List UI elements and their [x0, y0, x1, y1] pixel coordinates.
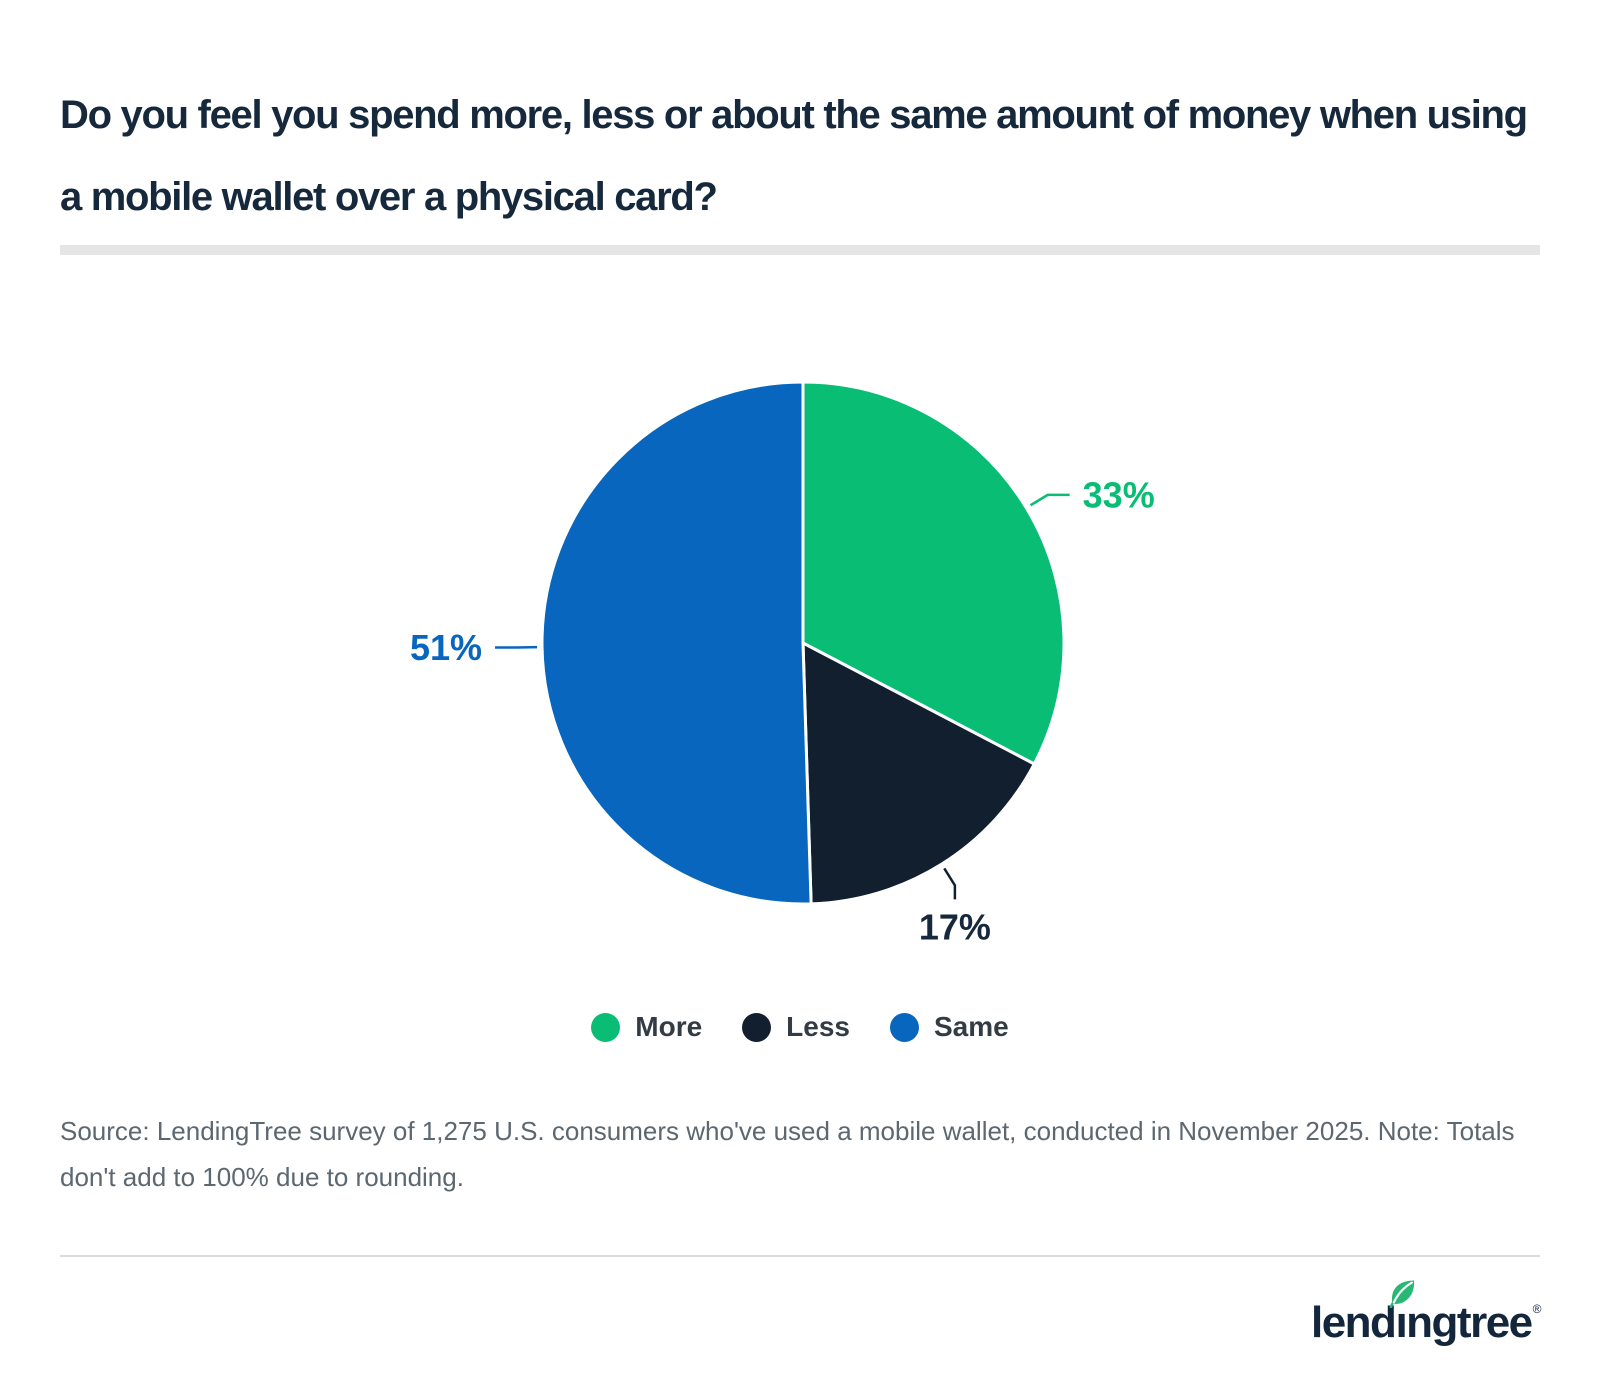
label-connector-less	[943, 867, 957, 900]
legend-marker-same	[890, 1012, 919, 1042]
slice-value-label-less: 17%	[919, 906, 991, 947]
pie-slice-less[interactable]	[801, 641, 1036, 906]
registered-trademark-symbol: ®	[1532, 1302, 1542, 1316]
label-connector-more	[1029, 493, 1070, 507]
chart-question-title: Do you feel you spend more, less or abou…	[60, 74, 1546, 238]
legend-item-same[interactable]: Same	[890, 1011, 1009, 1043]
lendingtree-logo: lendı ngtree®	[1311, 1280, 1542, 1355]
title-divider-bar	[60, 245, 1540, 255]
pie-chart: 33% 17% 51%	[410, 380, 1155, 947]
slice-value-label-more: 33%	[1083, 474, 1155, 515]
logo-letter-i: ı	[1389, 1280, 1415, 1345]
leaf-icon	[1389, 1280, 1415, 1308]
title-line-2: a mobile wallet over a physical card?	[60, 175, 718, 219]
legend-item-less[interactable]: Less	[742, 1011, 850, 1043]
legend-label-less: Less	[786, 1011, 850, 1042]
chart-legend: More Less Same	[0, 1008, 1600, 1046]
legend-label-more: More	[635, 1011, 703, 1042]
slice-value-label-same: 51%	[410, 627, 482, 668]
source-note: Source: LendingTree survey of 1,275 U.S.…	[60, 1116, 1515, 1192]
title-line-1: Do you feel you spend more, less or abou…	[60, 93, 1528, 137]
legend-marker-more	[591, 1012, 621, 1042]
pie-slice-more[interactable]	[801, 380, 1066, 766]
footer-divider-line	[60, 1255, 1540, 1257]
legend-label-same: Same	[934, 1011, 1009, 1042]
legend-item-more[interactable]: More	[591, 1011, 702, 1043]
legend-marker-less	[742, 1012, 772, 1042]
pie-slice-same[interactable]	[540, 380, 813, 906]
